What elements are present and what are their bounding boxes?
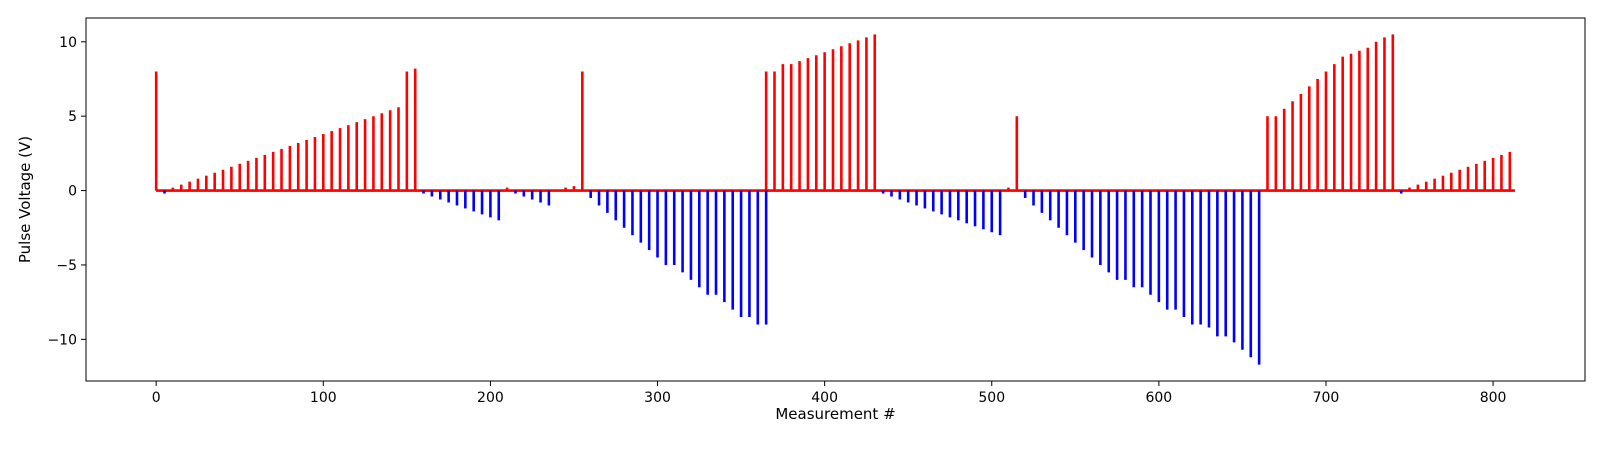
y-tick-label-2: 0 (68, 184, 77, 200)
plot-frame (85, 17, 1586, 382)
x-tick-label-2: 200 (477, 390, 504, 406)
y-axis-label: Pulse Voltage (V) (16, 136, 34, 263)
x-tick-label-0: 0 (152, 390, 161, 406)
x-axis-label: Measurement # (775, 405, 895, 423)
axes-layer: 0 100 200 300 400 500 600 700 800 −10 −5 0 5 10 (47, 35, 1506, 406)
y-tick-label-4: 10 (59, 35, 77, 51)
x-tick-label-7: 700 (1313, 390, 1340, 406)
y-tick-label-1: −5 (56, 258, 77, 274)
x-tick-label-3: 300 (644, 390, 671, 406)
x-tick-label-5: 500 (978, 390, 1005, 406)
x-tick-label-1: 100 (310, 390, 337, 406)
x-tick-label-8: 800 (1480, 390, 1507, 406)
x-tick-label-4: 400 (811, 390, 838, 406)
y-tick-label-0: −10 (47, 332, 77, 348)
bars-layer (154, 34, 1512, 365)
x-tick-label-6: 600 (1145, 390, 1172, 406)
y-tick-label-3: 5 (68, 109, 77, 125)
